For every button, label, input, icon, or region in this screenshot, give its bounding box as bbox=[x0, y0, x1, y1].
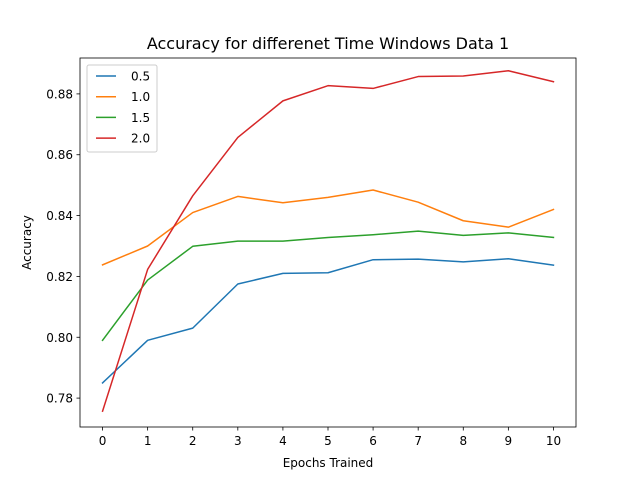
legend-label: 1.5 bbox=[131, 111, 150, 125]
series-line-1-5 bbox=[101, 230, 555, 342]
y-tick-label: 0.88 bbox=[46, 87, 73, 101]
y-tick-label: 0.78 bbox=[46, 392, 73, 406]
x-tick-label: 3 bbox=[234, 434, 242, 448]
x-axis: 0 1 2 3 4 5 6 7 8 9 10 bbox=[99, 427, 561, 448]
series-layer bbox=[101, 70, 555, 413]
x-tick-label: 5 bbox=[324, 434, 332, 448]
x-axis-label: Epochs Trained bbox=[283, 456, 374, 470]
x-tick-label: 10 bbox=[546, 434, 561, 448]
x-tick-label: 2 bbox=[189, 434, 197, 448]
y-tick-label: 0.80 bbox=[46, 331, 73, 345]
legend-label: 0.5 bbox=[131, 70, 150, 84]
legend-box bbox=[86, 64, 158, 153]
legend-label: 2.0 bbox=[131, 132, 150, 146]
legend-label: 1.0 bbox=[131, 90, 150, 104]
x-tick-label: 0 bbox=[99, 434, 107, 448]
x-tick-label: 8 bbox=[459, 434, 467, 448]
y-axis-label: Accuracy bbox=[20, 215, 34, 270]
y-tick-label: 0.86 bbox=[46, 148, 73, 162]
x-tick-label: 6 bbox=[369, 434, 377, 448]
series-line-1-0 bbox=[101, 189, 555, 266]
x-tick-label: 4 bbox=[279, 434, 287, 448]
x-tick-label: 1 bbox=[144, 434, 152, 448]
legend-entries: 0.5 1.0 1.5 2.0 bbox=[96, 70, 150, 146]
x-tick-label: 9 bbox=[505, 434, 513, 448]
series-line-0-5 bbox=[101, 258, 555, 384]
series-line-2-0 bbox=[101, 70, 555, 413]
y-tick-label: 0.84 bbox=[46, 209, 73, 223]
y-tick-label: 0.82 bbox=[46, 270, 73, 284]
y-axis: 0.78 0.80 0.82 0.84 0.86 0.88 bbox=[46, 87, 80, 406]
x-tick-label: 7 bbox=[414, 434, 422, 448]
chart-title: Accuracy for differenet Time Windows Dat… bbox=[147, 34, 509, 53]
legend: 0.5 1.0 1.5 2.0 bbox=[86, 64, 158, 153]
